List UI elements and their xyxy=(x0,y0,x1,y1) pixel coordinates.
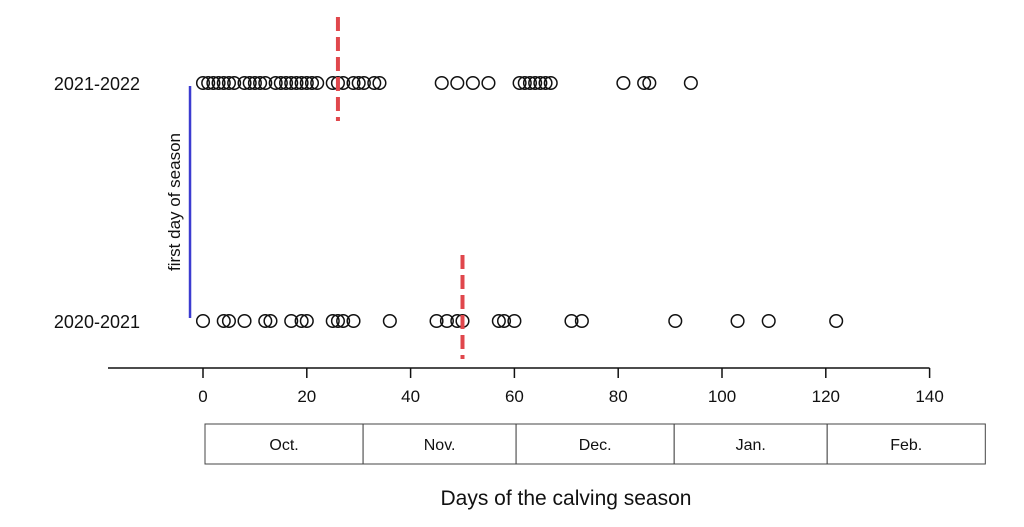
data-point xyxy=(730,313,745,329)
data-point xyxy=(528,75,543,91)
month-cell xyxy=(515,423,675,465)
data-point xyxy=(195,75,211,91)
month-cell xyxy=(673,423,828,465)
data-point xyxy=(356,75,371,91)
data-point xyxy=(201,75,216,91)
data-point xyxy=(195,313,211,329)
series-label: 2020-2021 xyxy=(54,312,140,332)
data-point xyxy=(761,313,776,329)
data-point xyxy=(237,313,252,329)
data-point xyxy=(294,75,309,91)
data-point xyxy=(382,313,397,329)
data-point xyxy=(346,313,361,329)
x-tick-label: 140 xyxy=(915,387,943,406)
data-point xyxy=(258,313,273,329)
data-point xyxy=(284,75,299,91)
data-point xyxy=(273,75,288,91)
data-point xyxy=(512,75,527,91)
series-label: 2021-2022 xyxy=(54,74,140,94)
data-point xyxy=(429,313,444,329)
data-point xyxy=(372,75,387,91)
data-point xyxy=(637,75,652,91)
data-point xyxy=(242,75,257,91)
data-point xyxy=(346,75,361,91)
data-point xyxy=(465,75,480,91)
x-tick-label: 60 xyxy=(505,387,524,406)
data-point xyxy=(496,313,512,329)
month-label: Dec. xyxy=(579,437,612,454)
x-tick-label: 100 xyxy=(708,387,736,406)
data-point xyxy=(284,313,299,329)
data-point xyxy=(522,75,538,91)
data-point xyxy=(310,75,325,91)
data-point xyxy=(216,313,231,329)
data-point xyxy=(517,75,532,91)
data-point xyxy=(304,75,320,91)
month-cell xyxy=(826,423,986,465)
data-point xyxy=(543,75,558,91)
data-point xyxy=(299,75,314,91)
month-label: Jan. xyxy=(736,437,766,454)
data-point xyxy=(227,75,242,91)
data-point xyxy=(299,313,314,329)
data-point xyxy=(829,313,844,329)
data-point xyxy=(325,313,340,329)
data-point xyxy=(247,75,262,91)
x-tick-label: 80 xyxy=(609,387,628,406)
data-point xyxy=(491,313,506,329)
month-cell xyxy=(362,423,517,465)
data-point xyxy=(221,313,236,329)
x-axis-label: Days of the calving season xyxy=(441,487,692,510)
data-point xyxy=(211,75,226,91)
data-point xyxy=(367,75,382,91)
data-point xyxy=(336,313,351,329)
data-point xyxy=(533,75,548,91)
month-bar: Oct. Nov. Dec. Jan. Feb. xyxy=(204,423,986,465)
data-point xyxy=(253,75,268,91)
x-tick-label: 0 xyxy=(198,387,207,406)
data-point xyxy=(450,75,465,91)
data-point xyxy=(206,75,221,91)
data-point xyxy=(294,313,309,329)
data-point xyxy=(237,75,252,91)
x-tick-label: 40 xyxy=(401,387,420,406)
data-point xyxy=(434,75,449,91)
data-point xyxy=(507,313,522,329)
month-label: Nov. xyxy=(424,437,456,454)
data-point xyxy=(439,313,454,329)
data-point xyxy=(642,75,657,91)
x-tick-label: 20 xyxy=(297,387,316,406)
x-tick-label: 120 xyxy=(812,387,840,406)
data-point xyxy=(221,75,236,91)
data-point xyxy=(683,75,698,91)
data-point xyxy=(330,313,345,329)
data-point xyxy=(616,75,631,91)
data-point xyxy=(564,313,579,329)
data-point xyxy=(668,313,683,329)
data-point xyxy=(351,75,366,91)
x-axis: 0 20 40 60 80 100 120 140 xyxy=(108,367,944,406)
month-label: Feb. xyxy=(890,437,922,454)
data-point xyxy=(268,75,283,91)
month-label: Oct. xyxy=(269,437,298,454)
first-day-label: first day of season xyxy=(165,133,184,271)
data-point xyxy=(538,75,553,91)
data-point xyxy=(289,75,304,91)
data-point xyxy=(574,313,589,329)
data-point xyxy=(481,75,496,91)
data-point xyxy=(278,75,294,91)
data-point xyxy=(263,313,278,329)
series-rows: 2021-2022 2020-2021 first day of season xyxy=(54,17,844,359)
data-point xyxy=(216,75,231,91)
data-point xyxy=(258,75,273,91)
